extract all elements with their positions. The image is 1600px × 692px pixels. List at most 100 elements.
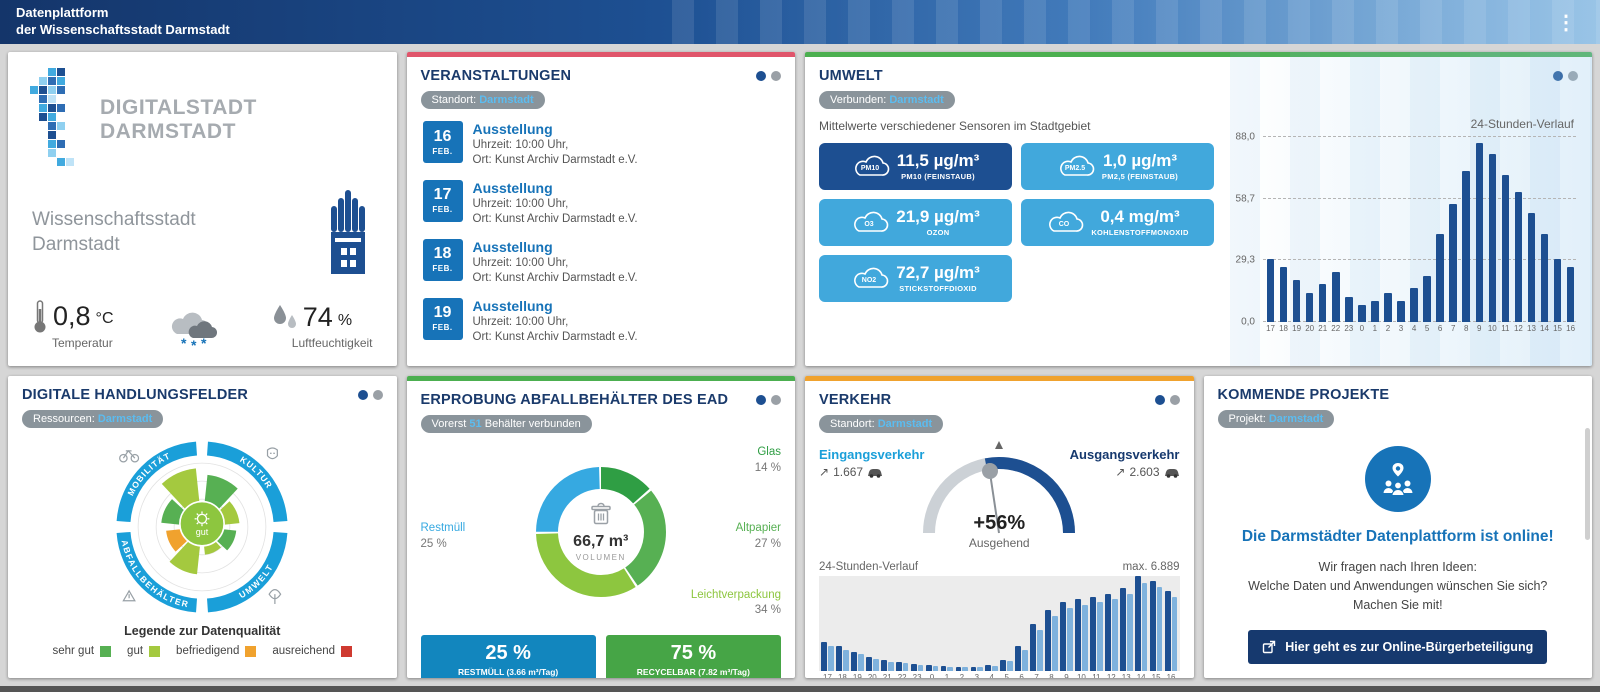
bar-group [1015,576,1028,671]
x-axis-tick: 17 [823,673,832,678]
x-axis-tick: 13 [1121,673,1131,678]
bar [1292,279,1301,322]
gauge-sublabel: Ausgehend [968,536,1030,550]
umwelt-24h-bar-chart: 88,0 58,7 29,3 0,0 17 18 19 20 21 22 23 0 1 2 3 4 5 6 7 8 9… [1229,132,1578,333]
recycelbar-button[interactable]: 75 % RECYCELBAR (7.82 m³/Tag) [605,635,781,678]
gauge-value: +56% [973,512,1026,534]
donut-segment [535,467,666,597]
carousel-dot-active[interactable] [756,71,766,81]
bar [1156,586,1163,671]
x-axis-tick: 19 [852,673,862,678]
button-label: Hier geht es zur Online-Bürgerbeteiligun… [1285,640,1534,655]
humidity-label: Luftfeuchtigkeit [291,336,373,350]
svg-text:*: * [201,335,207,350]
x-axis-tick: 11 [1501,324,1510,333]
waste-volume-donut-chart: 66,7 m³ VOLUMEN Glas 14 % Altpapier 27 %… [407,441,796,623]
cloud-snow-icon: * * * [171,312,217,350]
carousel-dots [1553,71,1578,81]
brand-subtitle-line1: Wissenschaftsstadt [32,209,196,231]
brand-name: DIGITALSTADT DARMSTADT [100,96,257,144]
buergerbeteiligung-button[interactable]: Hier geht es zur Online-Bürgerbeteiligun… [1248,630,1548,665]
event-day: 17 [433,186,452,204]
x-axis-tick: 19 [1292,324,1302,333]
carousel-dot[interactable] [771,71,781,81]
legend-title: Legende zur Datenqualität [124,624,281,638]
legend-label: sehr gut [52,645,95,657]
carousel-dot-active[interactable] [756,395,766,405]
sensor-label: KOHLENSTOFFMONOXID [1091,227,1189,237]
sensor-tile-no2[interactable]: NO2 72,7 µg/m³ STICKSTOFFDIOXID [819,255,1012,302]
bar [842,650,849,671]
donut-center-label: VOLUMEN [575,553,626,562]
brand-name-line2: DARMSTADT [100,120,236,143]
sensor-tile-ozon[interactable]: O3 21,9 µg/m³ OZON [819,199,1012,246]
bar-group [970,576,984,671]
bar-group [1265,137,1276,322]
bar [1371,300,1379,322]
app-title: Datenplattform der Wissenschaftsstadt Da… [16,5,230,39]
bar [992,666,999,671]
x-axis-tick: 1 [944,673,950,678]
bar [1449,204,1457,322]
bar-group [1395,137,1406,322]
x-axis-tick: 3 [1398,324,1404,333]
event-time: Uhrzeit: 10:00 Uhr, [472,197,569,210]
x-axis-tick: 20 [1305,324,1315,333]
carousel-dot[interactable] [1169,395,1180,405]
temperature-unit: °C [95,310,114,327]
event-item[interactable]: 19 FEB. Ausstellung Uhrzeit: 10:00 Uhr, … [407,292,796,351]
bar [925,665,932,671]
bar-group [1104,576,1118,671]
temperature-value: 0,8 [53,300,91,331]
x-axis-tick: 15 [1553,324,1562,333]
carousel-dot-active[interactable] [357,390,368,400]
carousel-dot[interactable] [372,390,383,400]
bar-group [880,576,894,671]
x-axis-tick: 21 [1318,324,1328,333]
bar [821,642,827,671]
event-time: Uhrzeit: 10:00 Uhr, [472,315,569,328]
menu-button[interactable]: ⋮ [1556,11,1576,34]
legend-swatch [149,645,161,657]
badge-label: Verbunden: [830,94,887,106]
sector-label-mobilitaet: MOBILITÄT [126,450,172,497]
carousel-dot-active[interactable] [1553,71,1563,81]
x-axis-tick: 2 [959,673,965,678]
bar-group [865,576,879,671]
event-item[interactable]: 16 FEB. Ausstellung Uhrzeit: 10:00 Uhr, … [407,115,796,174]
event-month: FEB. [432,323,453,333]
carousel-dot[interactable] [771,395,781,405]
carousel-dot[interactable] [1568,71,1578,81]
sensor-tile-pm10[interactable]: PM10 11,5 µg/m³ PM10 (FEINSTAUB) [819,143,1012,190]
carousel-dots [1154,395,1180,405]
bar-group [1030,576,1043,671]
bar-group [1134,576,1148,671]
bar [1015,646,1022,671]
x-axis-tick: 12 [1106,673,1116,678]
event-item[interactable]: 17 FEB. Ausstellung Uhrzeit: 10:00 Uhr, … [407,174,796,233]
humidity-value: 74 [302,302,333,332]
event-item[interactable]: 18 FEB. Ausstellung Uhrzeit: 10:00 Uhr, … [407,233,796,292]
carousel-dot-active[interactable] [1154,395,1165,405]
bar-group [1317,137,1328,322]
gridline [1263,136,1576,137]
radial-gridlines [137,462,267,592]
legend-label: gut [127,645,144,657]
sensor-tile-pm25[interactable]: PM2.5 1,0 µg/m³ PM2,5 (FEINSTAUB) [1021,143,1214,190]
bar-group [836,576,849,671]
bar [872,659,879,671]
donut-label-leichtverpackung: Leichtverpackung 34 % [690,588,781,617]
brand-subtitle: Wissenschaftsstadt Darmstadt [32,208,196,257]
sensor-tile-co[interactable]: CO 0,4 mg/m³ KOHLENSTOFFMONOXID [1021,199,1214,246]
bar [1052,615,1058,671]
x-axis-tick: 4 [1411,324,1417,333]
donut-segment [535,467,666,597]
scrollbar-thumb[interactable] [1585,428,1590,540]
bar [1540,233,1549,322]
bar [1553,258,1562,322]
svg-text:KULTUR: KULTUR [239,454,275,490]
x-axis-tick: 10 [1487,324,1497,333]
restmuell-button[interactable]: 25 % RESTMÜLL (3.66 m³/Tag) [420,635,596,678]
app-header: Datenplattform der Wissenschaftsstadt Da… [0,0,1600,44]
event-day: 18 [433,245,452,263]
